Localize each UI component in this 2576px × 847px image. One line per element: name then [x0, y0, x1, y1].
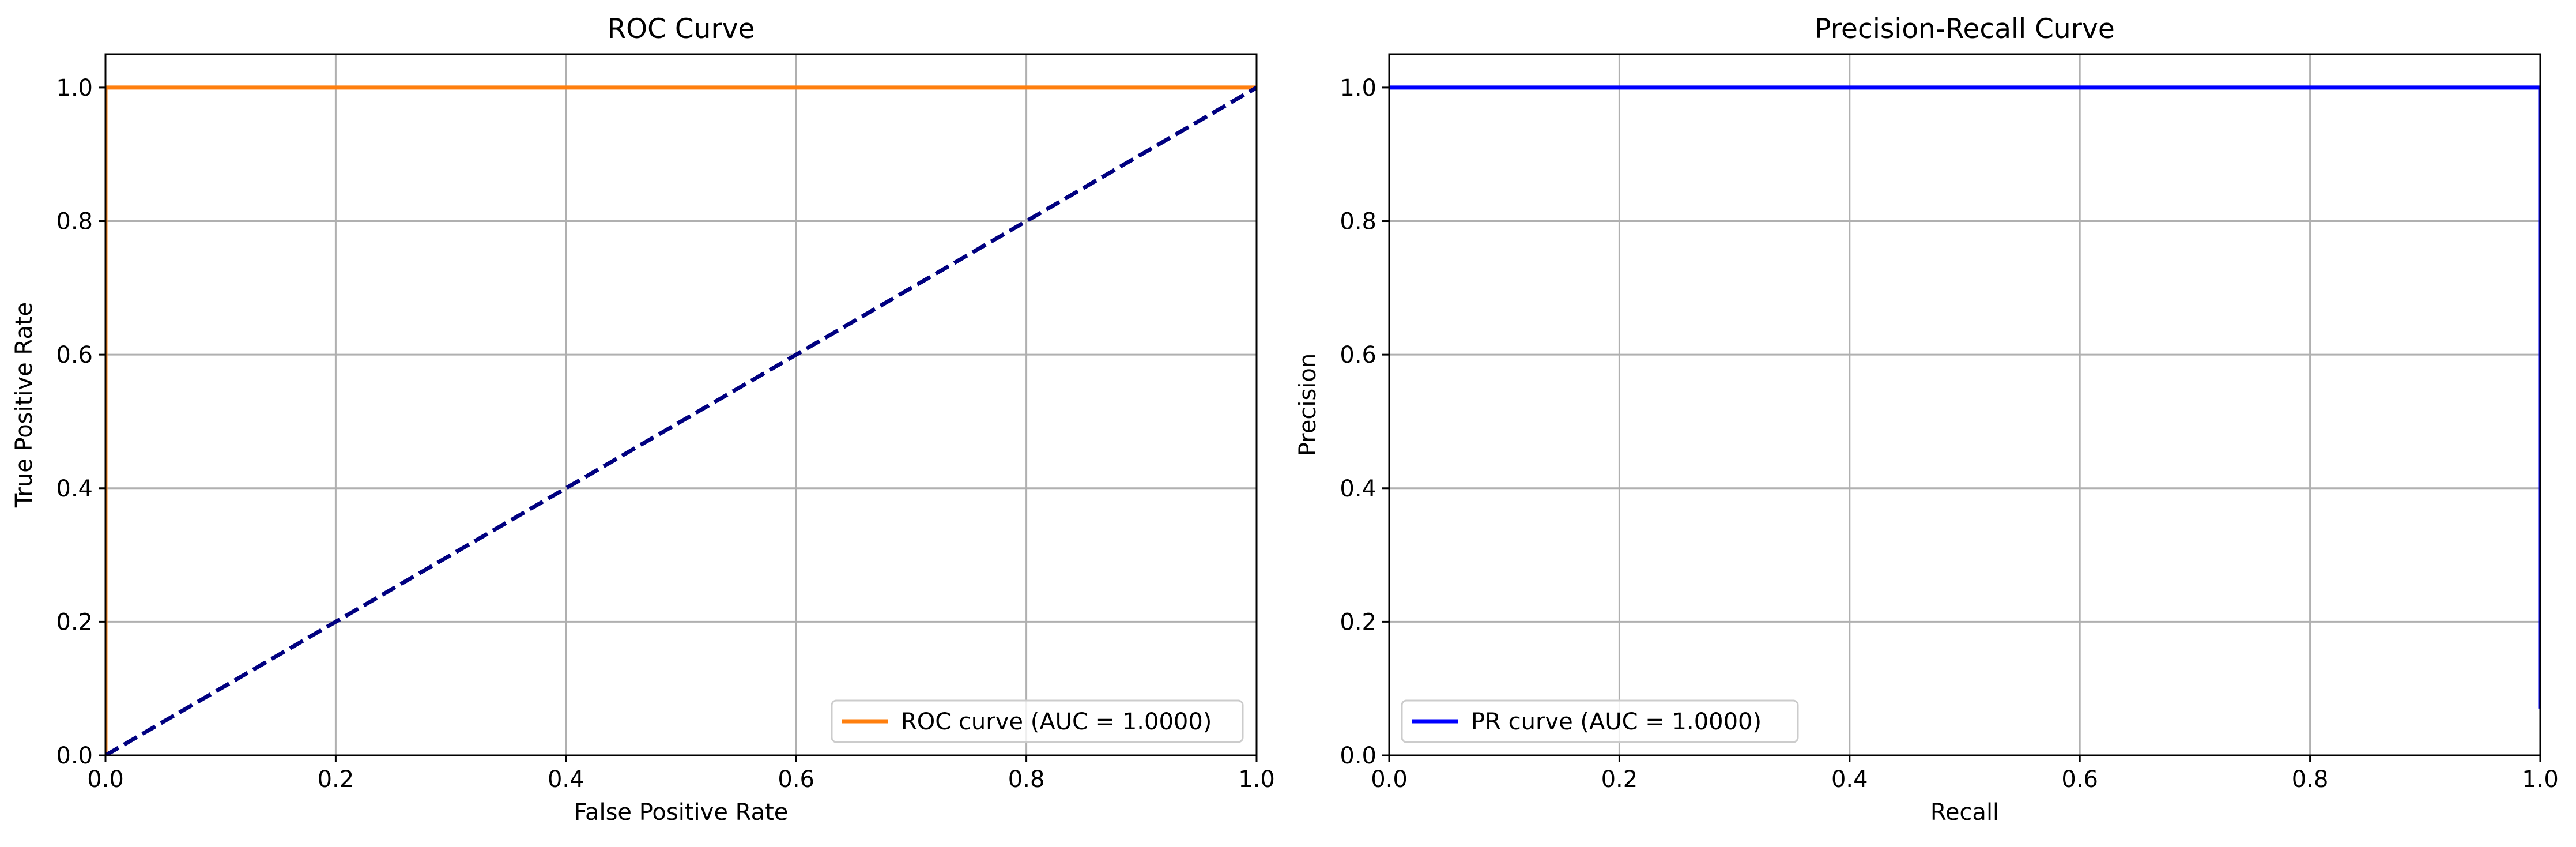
chart-2-ytick-label: 0.8: [1340, 209, 1376, 235]
chart-2-axes-frame: [1388, 53, 2541, 756]
chart-1-ytick-label: 0.2: [56, 609, 93, 635]
chart-1-ytick-label: 1.0: [56, 75, 93, 101]
chart-1-series-reference-line: [105, 85, 1257, 755]
chart-2-xtick-label: 0.2: [1601, 766, 1638, 793]
chart-2-xtick-label: 0.6: [2061, 766, 2098, 793]
chart-1-ytick-label: 0.4: [56, 476, 93, 502]
chart-1-xlabel: False Positive Rate: [574, 799, 789, 826]
chart-2-xtick-label: 0.4: [1831, 766, 1868, 793]
chart-2-legend: PR curve (AUC = 1.0000): [1401, 699, 1799, 743]
chart-2-ytick-label: 0.4: [1340, 476, 1376, 502]
chart-1-legend: ROC curve (AUC = 1.0000): [831, 699, 1244, 743]
chart-1-axes-frame: [104, 53, 1258, 756]
chart-2-xtick-label: 0.0: [1371, 766, 1408, 793]
chart-2-ytick-label: 0.0: [1340, 743, 1376, 769]
chart-2-xlabel: Recall: [1930, 799, 1999, 826]
chart-1-series-line: [105, 85, 1257, 755]
chart-1-ytick-label: 0.6: [56, 342, 93, 368]
chart-2-series-line: [1389, 85, 2540, 709]
chart-1-ytick-label: 0.0: [56, 743, 93, 769]
chart-2-series-group: [1389, 85, 2540, 709]
chart-1-xtick-label: 0.4: [548, 766, 584, 793]
chart-1-xtick-label: 0.6: [778, 766, 814, 793]
chart-1-xtick-label: 0.2: [318, 766, 354, 793]
chart-1: 0.0 0.2 0.4 0.6 0.8 1.0 0.0 0.2 0.4 0.6 0.8 1.0 ROC …: [11, 13, 1275, 826]
chart-2: 0.0 0.2 0.4 0.6 0.8 1.0 0.0 0.2 0.4 0.6 0.8 1.0 Prec…: [1295, 13, 2559, 826]
chart-1-legend-box: [831, 699, 1244, 743]
chart-1-ytick-label: 0.8: [56, 209, 93, 235]
chart-2-legend-box: [1401, 699, 1799, 743]
chart-1-xtick-label: 0.0: [87, 766, 124, 793]
chart-2-legend-label: PR curve (AUC = 1.0000): [1471, 709, 1762, 735]
chart-2-ytick-label: 0.2: [1340, 609, 1376, 635]
chart-2-ytick-label: 0.6: [1340, 342, 1376, 368]
chart-1-series-group: [105, 85, 1257, 755]
chart-1-xtick-label: 1.0: [1238, 766, 1275, 793]
chart-2-xtick-label: 0.8: [2292, 766, 2329, 793]
chart-1-legend-label: ROC curve (AUC = 1.0000): [901, 709, 1212, 735]
chart-2-ytick-label: 1.0: [1340, 75, 1376, 101]
chart-2-xtick-label: 1.0: [2522, 766, 2559, 793]
chart-1-title: ROC Curve: [607, 13, 755, 45]
chart-1-ylabel: True Positive Rate: [11, 302, 37, 508]
chart-1-xtick-label: 0.8: [1008, 766, 1045, 793]
chart-2-ylabel: Precision: [1295, 353, 1321, 456]
chart-2-title: Precision-Recall Curve: [1815, 13, 2115, 45]
